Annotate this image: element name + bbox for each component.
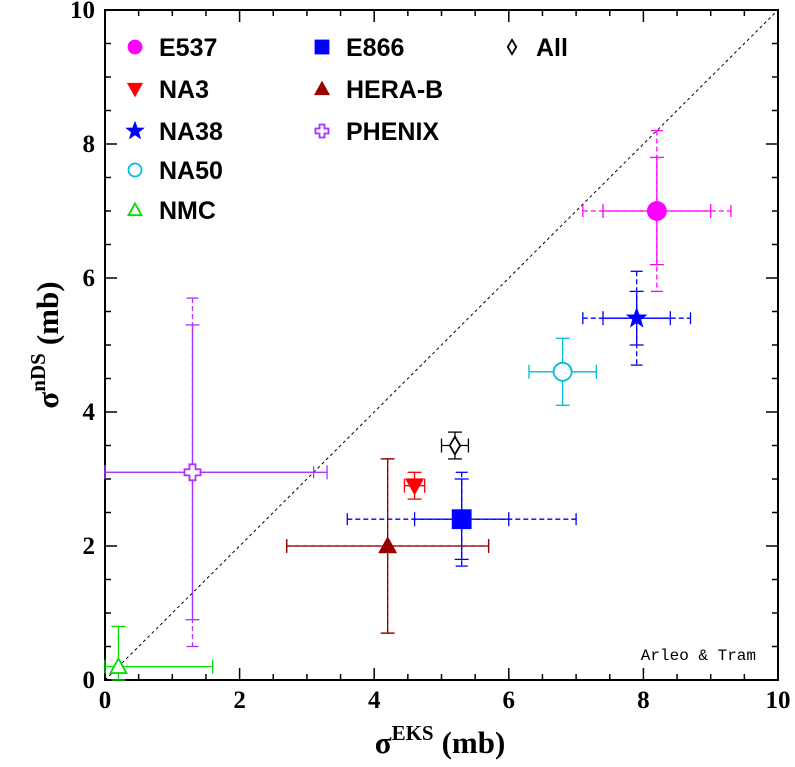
legend-label: NA38: [159, 118, 223, 146]
legend-marker: [314, 39, 330, 55]
data-point-hera-b: [286, 458, 490, 634]
legend-label: NMC: [159, 197, 216, 225]
x-axis-superscript: EKS: [392, 721, 434, 745]
y-tick-label: 0: [83, 667, 96, 694]
legend-marker: [126, 201, 144, 217]
y-axis-symbol: σ: [30, 392, 65, 409]
legend-label: NA3: [159, 76, 209, 104]
y-tick-label: 10: [70, 0, 95, 24]
legend-label: PHENIX: [346, 118, 439, 146]
data-series: [104, 129, 732, 681]
legend-item: NA50: [127, 157, 223, 185]
x-axis-symbol: σ: [375, 725, 392, 760]
legend-label: NA50: [159, 157, 223, 185]
diagonal-reference-line: [104, 9, 779, 681]
legend-item: PHENIX: [314, 118, 439, 146]
marker-nmc: [108, 656, 128, 674]
marker-e866: [451, 509, 472, 530]
legend-marker: [127, 162, 143, 178]
legend: E537 NA3 NA38 NA50 NMC E866 HERA-B PHENIX All: [125, 34, 568, 225]
legend-item: NMC: [126, 197, 216, 225]
data-point-na3: [403, 471, 426, 500]
x-tick-labels: 0 2 4 6 8 10: [99, 687, 791, 714]
x-tick-label: 2: [233, 687, 246, 714]
data-point-e866: [346, 471, 577, 567]
y-axis-label: σnDS (mb): [26, 281, 65, 408]
legend-marker: [125, 120, 145, 140]
legend-marker: [126, 82, 144, 98]
marker-na3: [405, 478, 425, 496]
x-tick-label: 6: [503, 687, 516, 714]
legend-marker: [127, 39, 143, 55]
legend-item: HERA-B: [313, 76, 443, 104]
y-tick-label: 8: [83, 131, 96, 158]
legend-item: NA3: [126, 76, 209, 104]
marker-e537: [646, 201, 667, 221]
data-point-phenix: [104, 297, 328, 648]
y-axis-superscript: nDS: [26, 353, 50, 392]
axis-ticks: [104, 9, 779, 681]
x-tick-label: 4: [368, 687, 381, 714]
y-axis-unit: (mb): [30, 281, 65, 345]
legend-label: E537: [159, 34, 217, 62]
marker-na38: [625, 306, 648, 328]
data-point-nmc: [104, 625, 214, 681]
data-point-na38: [582, 270, 692, 366]
legend-item: E537: [127, 34, 217, 62]
x-axis-label: σEKS (mb): [375, 721, 506, 760]
x-tick-label: 0: [99, 687, 112, 714]
legend-label: All: [536, 34, 568, 62]
x-tick-label: 10: [766, 687, 791, 714]
legend-marker: [506, 38, 518, 56]
marker-na50: [552, 361, 573, 382]
legend-label: E866: [346, 34, 404, 62]
x-axis-unit: (mb): [442, 725, 506, 760]
legend-item: E866: [314, 34, 404, 62]
x-tick-label: 8: [637, 687, 650, 714]
legend-item: All: [506, 34, 568, 62]
y-tick-label: 6: [83, 265, 96, 292]
y-tick-labels: 0 2 4 6 8 10: [70, 0, 96, 694]
y-tick-label: 2: [83, 533, 96, 560]
data-point-e537: [582, 129, 732, 293]
y-tick-label: 4: [83, 399, 96, 426]
marker-phenix: [183, 463, 202, 482]
marker-all: [448, 434, 462, 457]
legend-marker: [313, 80, 331, 96]
data-point-all: [440, 431, 470, 460]
legend-item: NA38: [125, 118, 223, 146]
credit-annotation: Arleo & Tram: [641, 647, 756, 665]
data-point-na50: [528, 337, 597, 406]
legend-marker: [314, 123, 330, 139]
marker-hera-b: [378, 536, 398, 554]
legend-label: HERA-B: [346, 76, 443, 104]
